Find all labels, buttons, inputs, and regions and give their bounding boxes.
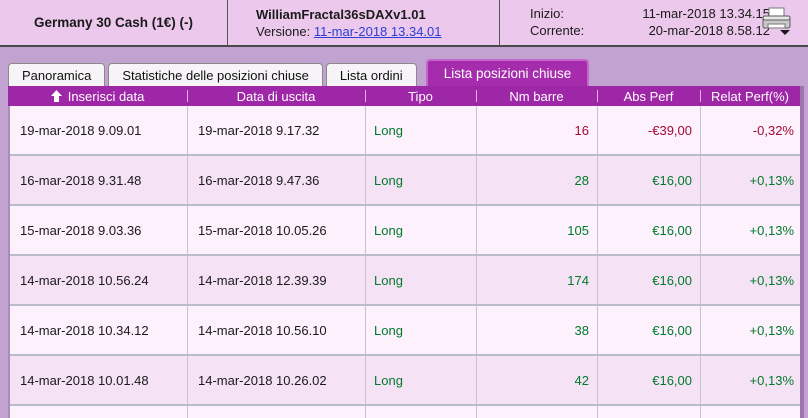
table-body: 19-mar-2018 9.09.01 19-mar-2018 9.17.32 … xyxy=(8,106,800,418)
version-label: Versione: xyxy=(256,24,311,39)
table-right-edge xyxy=(800,86,804,418)
column-header-entry-date[interactable]: Inserisci data xyxy=(8,86,187,106)
column-separator xyxy=(476,90,477,102)
column-header-exit-date[interactable]: Data di uscita xyxy=(236,88,316,104)
abs-perf-cell: €16,00 xyxy=(597,306,700,354)
exit-date-cell: 19-mar-2018 9.17.32 xyxy=(187,106,365,154)
column-header-tipo[interactable]: Tipo xyxy=(408,88,433,104)
closed-positions-table: Inserisci data Data di uscita Tipo Nm ba… xyxy=(8,86,800,418)
corrente-label: Corrente: xyxy=(530,23,585,38)
instrument-title: Germany 30 Cash (1€) (-) xyxy=(0,0,228,45)
bars-cell: 16 xyxy=(476,106,597,154)
entry-date-cell: 14-mar-2018 10.34.12 xyxy=(20,322,149,338)
column-header-abs-perf[interactable]: Abs Perf xyxy=(623,88,674,104)
relat-perf-cell: +0,13% xyxy=(700,356,800,404)
tipo-cell: Long xyxy=(365,156,476,204)
tab-lista-ordini[interactable]: Lista ordini xyxy=(325,63,417,86)
sort-up-arrow-icon xyxy=(50,90,62,102)
abs-perf-cell: -€39,00 xyxy=(597,106,700,154)
entry-date-cell: 15-mar-2018 9.03.36 xyxy=(20,222,142,238)
entry-date-cell: 19-mar-2018 9.09.01 xyxy=(20,122,142,138)
bars-cell: 38 xyxy=(476,306,597,354)
table-row[interactable]: 15-mar-2018 9.03.36 15-mar-2018 10.05.26… xyxy=(10,206,800,256)
abs-perf-cell: €16,00 xyxy=(597,156,700,204)
exit-date-cell: 14-mar-2018 10.26.02 xyxy=(187,356,365,404)
abs-perf-cell: €16,00 xyxy=(597,206,700,254)
column-separator xyxy=(700,90,701,102)
exit-date-cell: 15-mar-2018 10.05.26 xyxy=(187,206,365,254)
tipo-cell: Long xyxy=(365,256,476,304)
inizio-label: Inizio: xyxy=(530,6,564,21)
bars-cell: 105 xyxy=(476,206,597,254)
relat-perf-cell: +0,13% xyxy=(700,206,800,254)
exit-date-cell: 14-mar-2018 10.56.10 xyxy=(187,306,365,354)
inizio-value: 11-mar-2018 13.34.15 xyxy=(642,6,770,21)
tab-panoramica[interactable]: Panoramica xyxy=(8,63,106,86)
version-row: Versione: 11-mar-2018 13.34.01 xyxy=(256,23,499,40)
column-separator xyxy=(597,90,598,102)
table-row[interactable]: 14-mar-2018 10.34.12 14-mar-2018 10.56.1… xyxy=(10,306,800,356)
column-separator xyxy=(187,90,188,102)
bars-cell: 174 xyxy=(476,256,597,304)
system-section: WilliamFractal36sDAXv1.01 Versione: 11-m… xyxy=(228,0,500,45)
tab-lista-posizioni-chiuse[interactable]: Lista posizioni chiuse xyxy=(425,59,590,86)
table-row-partial xyxy=(10,406,800,418)
tab-bar: Panoramica Statistiche delle posizioni c… xyxy=(8,59,800,86)
column-separator xyxy=(365,90,366,102)
entry-date-cell: 14-mar-2018 10.56.24 xyxy=(20,272,149,288)
entry-date-cell: 16-mar-2018 9.31.48 xyxy=(20,172,142,188)
table-row[interactable]: 14-mar-2018 10.01.48 14-mar-2018 10.26.0… xyxy=(10,356,800,406)
relat-perf-cell: +0,13% xyxy=(700,256,800,304)
corrente-value: 20-mar-2018 8.58.12 xyxy=(648,23,770,38)
tipo-cell: Long xyxy=(365,106,476,154)
relat-perf-cell: -0,32% xyxy=(700,106,800,154)
relat-perf-cell: +0,13% xyxy=(700,306,800,354)
table-row[interactable]: 16-mar-2018 9.31.48 16-mar-2018 9.47.36 … xyxy=(10,156,800,206)
table-row[interactable]: 19-mar-2018 9.09.01 19-mar-2018 9.17.32 … xyxy=(10,106,800,156)
entry-date-cell: 14-mar-2018 10.01.48 xyxy=(20,372,149,388)
tipo-cell: Long xyxy=(365,356,476,404)
tab-statistiche-posizioni-chiuse[interactable]: Statistiche delle posizioni chiuse xyxy=(108,63,323,86)
exit-date-cell: 16-mar-2018 9.47.36 xyxy=(187,156,365,204)
system-name: WilliamFractal36sDAXv1.01 xyxy=(256,7,426,22)
info-header: Germany 30 Cash (1€) (-) WilliamFractal3… xyxy=(0,0,808,47)
relat-perf-cell: +0,13% xyxy=(700,156,800,204)
column-header-relat-perf[interactable]: Relat Perf(%) xyxy=(710,88,790,104)
table-row[interactable]: 14-mar-2018 10.56.24 14-mar-2018 12.39.3… xyxy=(10,256,800,306)
tipo-cell: Long xyxy=(365,206,476,254)
abs-perf-cell: €16,00 xyxy=(597,256,700,304)
exit-date-cell: 14-mar-2018 12.39.39 xyxy=(187,256,365,304)
printer-icon[interactable] xyxy=(760,7,794,39)
abs-perf-cell: €16,00 xyxy=(597,356,700,404)
times-section: Inizio: 11-mar-2018 13.34.15 Corrente: 2… xyxy=(500,0,808,45)
bars-cell: 28 xyxy=(476,156,597,204)
tipo-cell: Long xyxy=(365,306,476,354)
column-header-nm-barre[interactable]: Nm barre xyxy=(509,88,564,104)
table-header-row: Inserisci data Data di uscita Tipo Nm ba… xyxy=(8,86,800,106)
bars-cell: 42 xyxy=(476,356,597,404)
version-link[interactable]: 11-mar-2018 13.34.01 xyxy=(313,24,442,39)
